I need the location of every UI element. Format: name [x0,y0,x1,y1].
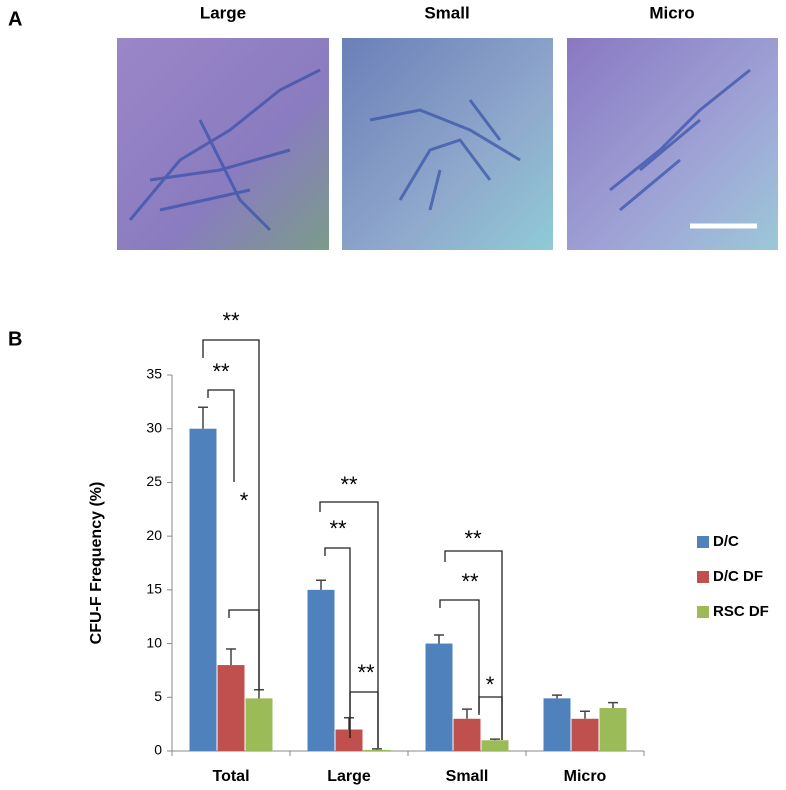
bar [245,698,273,751]
y-axis-label: CFU-F Frequency (%) [88,482,105,645]
annotation: ** [340,472,358,497]
y-tick-label: 5 [154,688,162,704]
significance-bracket [207,389,235,482]
error-bar [552,694,562,699]
bar [481,740,509,751]
annotation: * [486,672,495,697]
y-tick-label: 20 [146,527,162,543]
significance-bracket [349,691,379,748]
error-bar [316,579,326,590]
image-label: Small [424,3,469,22]
annotation: ** [222,308,240,333]
x-tick-label: Large [327,768,371,785]
significance-bracket [324,547,351,738]
legend-swatch [697,571,709,583]
bar [543,698,571,751]
error-bar [608,701,618,709]
significance-bracket [439,599,480,715]
error-bar [198,406,208,429]
annotation: * [240,488,249,513]
significance-bracket [228,609,260,690]
bar [571,718,599,751]
micrograph [117,38,329,250]
bar [335,729,363,751]
image-label: Micro [649,3,694,22]
y-tick-label: 30 [146,419,162,435]
significance-bracket [478,696,503,740]
x-tick-label: Total [212,768,249,785]
error-bar [580,710,590,719]
bar [599,708,627,751]
annotation: ** [464,526,482,551]
legend-swatch [697,606,709,618]
error-bar [344,716,354,730]
y-tick-label: 35 [146,366,162,382]
error-bar [462,708,472,719]
bar [217,665,245,751]
annotation: ** [212,359,230,384]
panel-label: A [8,8,22,30]
legend-label: RSC DF [713,603,769,620]
bar [363,749,391,751]
panel-label: B [8,328,22,350]
bar [425,643,453,751]
y-tick-label: 10 [146,634,162,650]
error-bar [372,748,382,750]
significance-bracket [319,501,379,748]
legend-label: D/C [713,533,739,550]
annotation: ** [329,516,347,541]
significance-bracket [202,339,260,690]
legend-label: D/C DF [713,568,763,585]
y-tick-label: 25 [146,473,162,489]
y-tick-label: 15 [146,581,162,597]
bar [307,589,335,751]
error-bar [490,738,500,741]
y-tick-label: 0 [154,742,162,758]
annotation: ** [461,569,479,594]
legend-swatch [697,536,709,548]
significance-bracket [444,550,503,740]
x-tick-label: Small [446,768,489,785]
annotation: ** [357,660,375,685]
error-bar [226,648,236,666]
bar [189,428,217,751]
error-bar [254,689,264,699]
cells [128,68,751,232]
error-bar [434,634,444,644]
image-label: Large [200,3,246,22]
bar [453,718,481,751]
x-tick-label: Micro [564,768,607,785]
